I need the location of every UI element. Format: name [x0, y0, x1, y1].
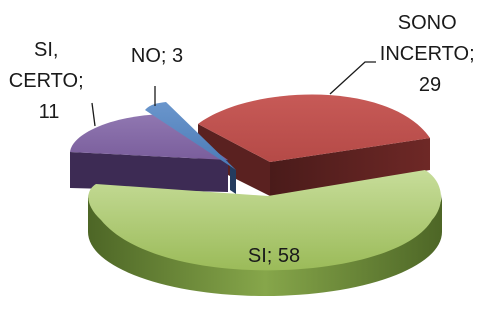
slice-sono-incerto-side	[198, 124, 270, 196]
slice-si-certo	[70, 114, 228, 160]
slice-sono-incerto	[198, 94, 430, 162]
label-si-certo: SI, CERTO; 11	[9, 39, 89, 123]
slice-no	[145, 102, 236, 170]
label-sono-incerto: SONO INCERTO; 29	[380, 12, 480, 96]
slice-si	[88, 170, 442, 271]
label-no: NO; 3	[131, 45, 183, 67]
leader-line-sono-incerto	[329, 61, 376, 95]
slice-si-side	[88, 194, 442, 296]
slice-no-side	[230, 166, 236, 194]
slice-si-certo-side	[70, 152, 228, 192]
leader-line-si-certo	[91, 102, 96, 127]
label-si: SI; 58	[248, 245, 300, 267]
slice-sono-incerto-side-outer	[270, 138, 430, 196]
